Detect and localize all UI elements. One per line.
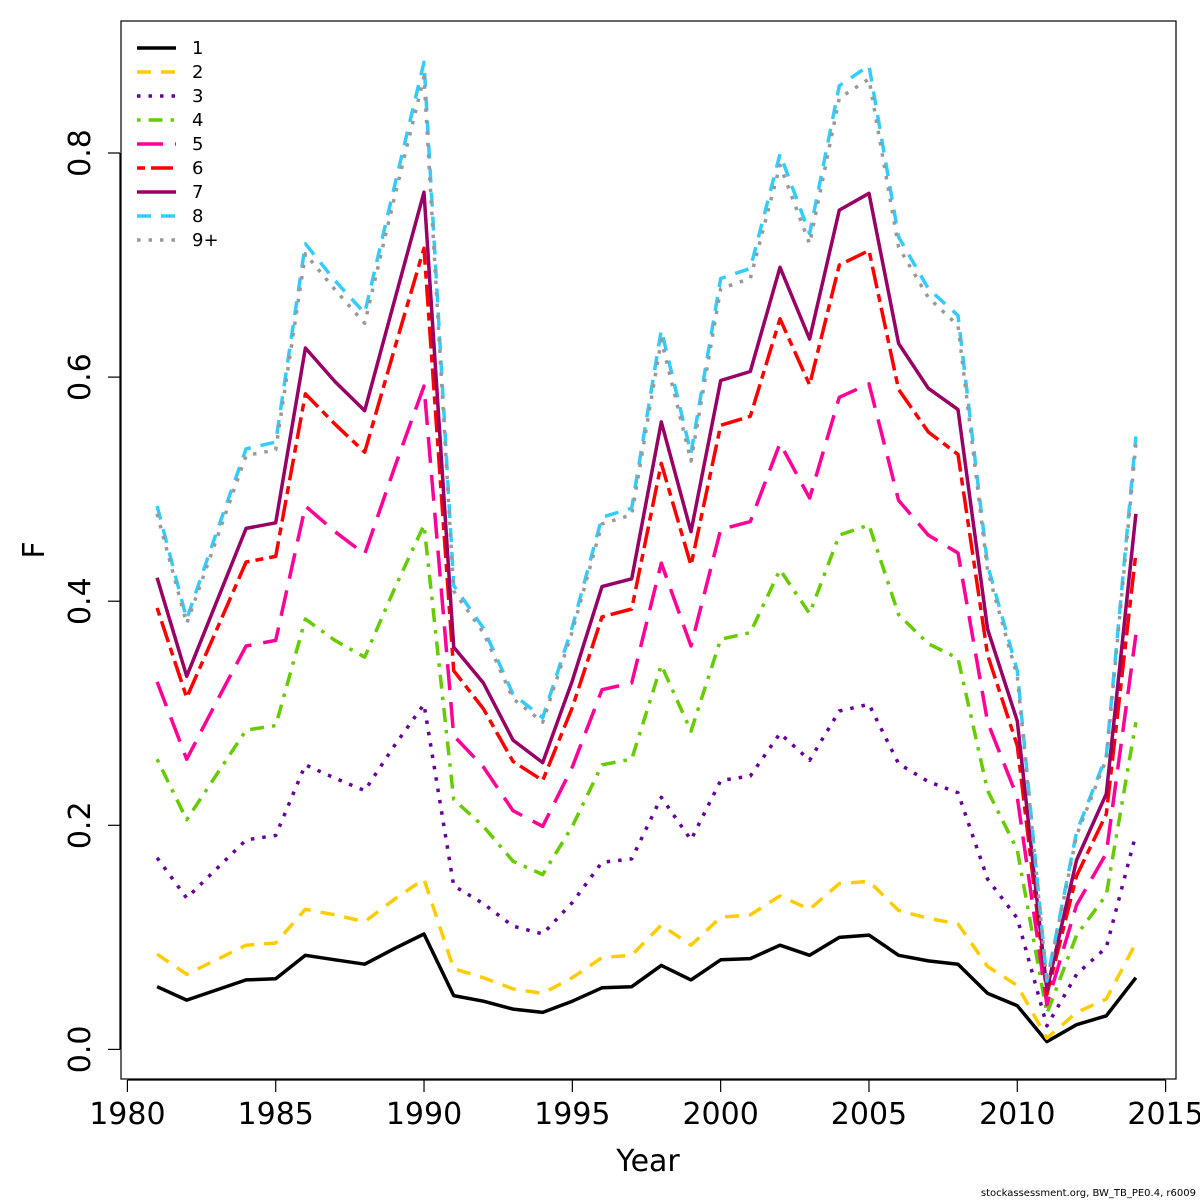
legend-label: 6 (192, 158, 203, 179)
legend-label: 8 (192, 206, 203, 227)
plot-frame (120, 20, 1177, 1080)
y-axis: 0.0 0.2 0.4 0.6 0.8 (63, 129, 121, 1074)
x-tick-label: 1980 (89, 1097, 165, 1132)
legend-label: 5 (192, 134, 203, 155)
series-line-6 (155, 246, 1138, 997)
series-line-3 (155, 702, 1138, 1028)
x-tick-label: 1990 (386, 1097, 462, 1132)
y-axis-title: F (17, 541, 52, 558)
legend-label: 3 (192, 86, 203, 107)
legend-label: 4 (192, 110, 203, 131)
series-line-1 (156, 932, 1138, 1044)
x-axis: 1980 1985 1990 1995 2000 2005 2010 2015 (89, 1079, 1200, 1132)
y-tick-label: 0.2 (63, 801, 98, 849)
series-line-5 (155, 382, 1138, 1007)
legend-label: 9+ (192, 230, 219, 251)
footer-credit: stockassessment.org, BW_TB_PE0.4, r6009 (981, 1188, 1196, 1199)
x-tick-label: 2015 (1127, 1097, 1200, 1132)
y-tick-label: 0.4 (63, 577, 98, 625)
y-tick-label: 0.0 (63, 1026, 98, 1074)
x-axis-title: Year (615, 1144, 680, 1179)
x-tick-label: 1995 (534, 1097, 610, 1132)
x-tick-label: 2000 (682, 1097, 758, 1132)
legend: 1 2 3 4 5 6 7 8 9+ (137, 38, 219, 251)
y-tick-label: 0.8 (63, 129, 98, 177)
series-line-2 (156, 877, 1138, 1040)
series-line-9plus (155, 75, 1138, 984)
legend-label: 7 (192, 182, 203, 203)
series-layer (155, 60, 1138, 1044)
legend-label: 1 (192, 38, 203, 59)
series-line-4 (155, 523, 1138, 1016)
y-tick-label: 0.6 (63, 353, 98, 401)
series-line-8 (155, 60, 1138, 983)
x-tick-label: 2005 (831, 1097, 907, 1132)
x-tick-label: 1985 (238, 1097, 314, 1132)
series-line-7 (155, 190, 1138, 992)
legend-label: 2 (192, 62, 203, 83)
x-tick-label: 2010 (979, 1097, 1055, 1132)
